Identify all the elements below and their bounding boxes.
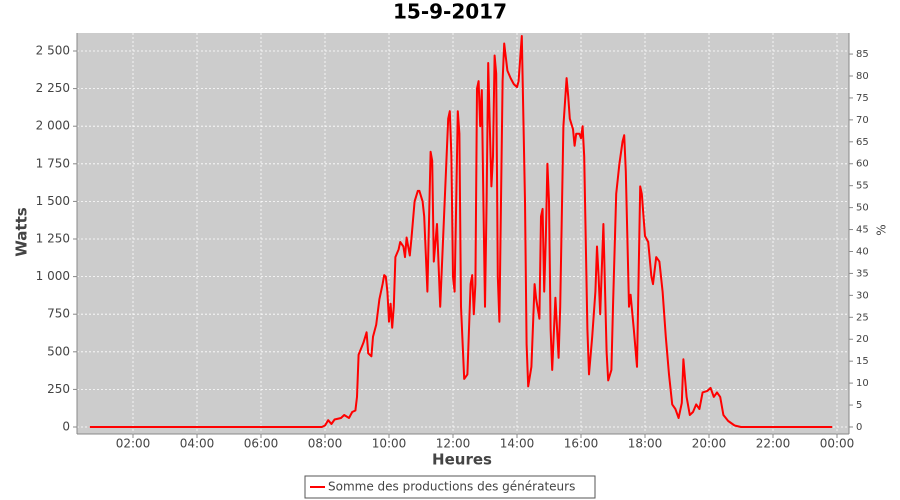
y2-tick-label: 50: [856, 203, 869, 214]
x-tick-label: 10:00: [372, 437, 407, 451]
x-tick-label: 12:00: [436, 437, 471, 451]
y2-tick-label: 55: [856, 181, 869, 192]
y2-tick-label: 0: [856, 422, 862, 433]
series-line: [89, 35, 833, 428]
x-tick-label: 18:00: [628, 437, 663, 451]
y2-axis-label: %: [875, 224, 889, 235]
y-tick-label: 0: [62, 420, 70, 434]
x-tick-label: 16:00: [564, 437, 599, 451]
y-tick-label: 2 250: [36, 81, 70, 95]
y2-tick-label: 70: [856, 115, 869, 126]
y2-tick-label: 15: [856, 356, 869, 367]
chart-title: 15-9-2017: [393, 0, 507, 24]
x-tick-label: 04:00: [180, 437, 215, 451]
y-tick-label: 250: [47, 382, 70, 396]
y2-tick-label: 35: [856, 268, 869, 279]
y2-tick-label: 20: [856, 334, 869, 345]
y2-tick-label: 45: [856, 225, 869, 236]
y-tick-label: 2 500: [36, 44, 70, 58]
y2-tick-label: 40: [856, 246, 869, 257]
x-tick-label: 22:00: [756, 437, 791, 451]
y2-tick-label: 75: [856, 93, 869, 104]
x-tick-label: 08:00: [308, 437, 343, 451]
x-tick-label: 14:00: [500, 437, 535, 451]
y-tick-label: 750: [47, 307, 70, 321]
x-tick-label: 06:00: [244, 437, 279, 451]
y2-tick-label: 10: [856, 378, 869, 389]
y2-tick-label: 25: [856, 312, 869, 323]
y-tick-label: 1 750: [36, 156, 70, 170]
x-tick-label: 02:00: [116, 437, 151, 451]
y2-tick-label: 60: [856, 159, 869, 170]
y2-tick-label: 80: [856, 71, 869, 82]
legend-label: Somme des productions des générateurs: [328, 480, 575, 494]
y-tick-label: 1 000: [36, 269, 70, 283]
y2-tick-label: 65: [856, 137, 869, 148]
y2-tick-label: 85: [856, 49, 869, 60]
x-tick-label: 20:00: [692, 437, 727, 451]
y-tick-label: 500: [47, 344, 70, 358]
legend: [304, 475, 596, 499]
y-tick-label: 1 500: [36, 194, 70, 208]
x-tick-label: 00:00: [820, 437, 855, 451]
y2-tick-label: 30: [856, 290, 869, 301]
y-tick-label: 1 250: [36, 232, 70, 246]
x-axis-label: Heures: [432, 451, 492, 469]
y-tick-label: 2 000: [36, 119, 70, 133]
y2-tick-label: 5: [856, 400, 862, 411]
y-axis-label: Watts: [13, 207, 31, 256]
